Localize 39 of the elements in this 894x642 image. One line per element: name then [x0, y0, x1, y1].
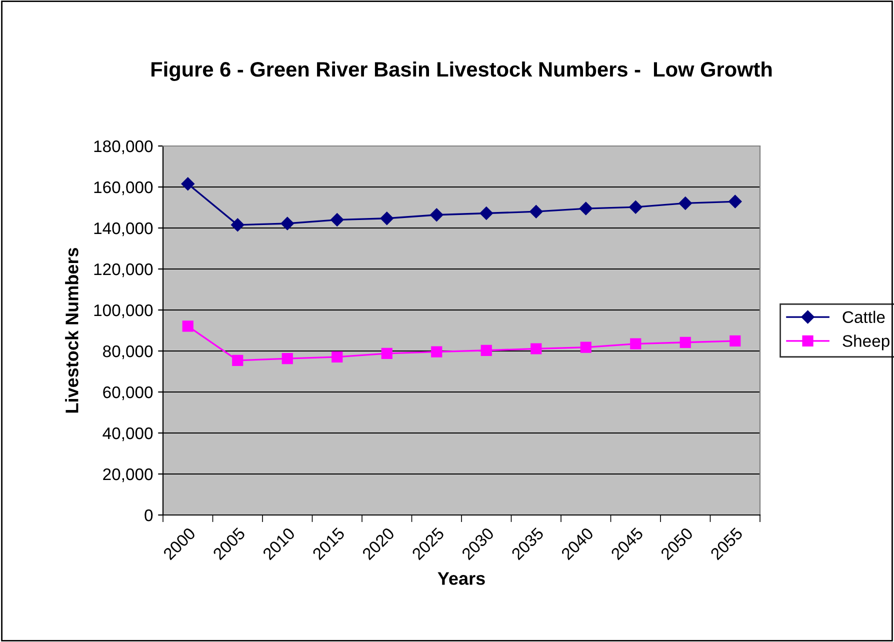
point: [280, 216, 294, 230]
point: [480, 344, 492, 356]
y-tick-label: 120,000: [94, 263, 153, 278]
point: [630, 338, 642, 350]
point: [730, 335, 741, 347]
point: [678, 196, 692, 210]
point: [580, 342, 592, 353]
y-axis-title: Livestock Numbers: [65, 248, 78, 413]
point: [381, 348, 392, 360]
point: [431, 346, 442, 358]
point: [579, 202, 592, 216]
point: [530, 343, 542, 354]
point: [232, 354, 244, 366]
point: [530, 205, 543, 218]
y-tick-label: 40,000: [102, 427, 153, 442]
point: [629, 200, 642, 214]
point: [282, 353, 293, 364]
point: [430, 208, 444, 222]
point: [680, 336, 691, 348]
chart-title: Figure 6 - Green River Basin Livestock Numbers - Low Growth: [152, 61, 772, 81]
point: [480, 206, 493, 220]
x-axis-title: Years: [438, 572, 485, 585]
y-tick-label: 160,000: [94, 181, 153, 196]
point: [332, 351, 343, 362]
y-tick-label: 140,000: [94, 222, 153, 236]
legend-label: Cattle: [842, 310, 885, 324]
y-tick-label: 60,000: [103, 386, 153, 400]
y-tick-label: 100,000: [94, 304, 153, 318]
point: [181, 177, 194, 191]
y-tick-label: 20,000: [103, 468, 153, 482]
point: [728, 194, 742, 208]
point: [182, 320, 194, 332]
legend-label: Sheep: [842, 334, 890, 350]
y-tick-label: 180,000: [94, 140, 153, 154]
point: [231, 218, 244, 232]
y-tick-label: 0: [144, 509, 153, 522]
point: [380, 212, 394, 225]
y-tick-label: 80,000: [103, 345, 153, 360]
point: [330, 213, 344, 226]
